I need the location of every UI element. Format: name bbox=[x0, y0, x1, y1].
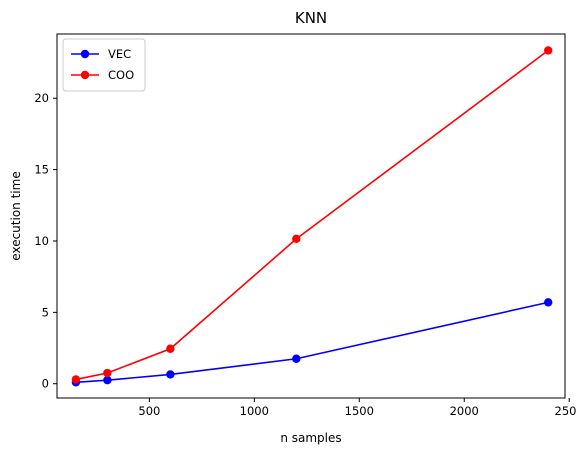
y-tick-label: 15 bbox=[34, 163, 49, 177]
x-tick-label: 2000 bbox=[450, 404, 479, 418]
plot-frame bbox=[56, 33, 566, 399]
data-point-vec bbox=[166, 370, 175, 379]
data-point-coo bbox=[71, 375, 81, 384]
legend-marker-coo bbox=[80, 70, 90, 80]
x-tick-label: 1500 bbox=[345, 404, 374, 418]
x-tick-label: 500 bbox=[138, 404, 160, 418]
legend: VEC COO bbox=[62, 38, 146, 92]
legend-label-coo: COO bbox=[108, 68, 134, 82]
data-point-coo bbox=[166, 344, 175, 353]
y-tick-label: 0 bbox=[42, 377, 49, 391]
y-tick-label: 10 bbox=[34, 234, 49, 248]
y-tick-label: 5 bbox=[42, 305, 49, 319]
series-line-coo bbox=[75, 49, 549, 381]
x-tick-label: 1000 bbox=[240, 404, 269, 418]
data-point-coo bbox=[292, 234, 301, 244]
data-point-coo bbox=[103, 368, 112, 378]
chart-title: KNN bbox=[295, 9, 327, 27]
y-tick-label: 20 bbox=[34, 91, 49, 105]
x-axis-label: n samples bbox=[280, 431, 341, 445]
data-point-vec bbox=[103, 375, 112, 385]
data-point-vec bbox=[544, 298, 553, 307]
plot-area bbox=[71, 46, 553, 387]
data-point-vec bbox=[292, 354, 301, 363]
legend-marker-vec bbox=[80, 49, 90, 59]
data-point-coo bbox=[544, 46, 553, 55]
legend-label-vec: VEC bbox=[108, 47, 131, 61]
legend-box bbox=[62, 38, 146, 92]
series-line-vec bbox=[75, 301, 549, 384]
y-axis-label: execution time bbox=[9, 171, 23, 260]
